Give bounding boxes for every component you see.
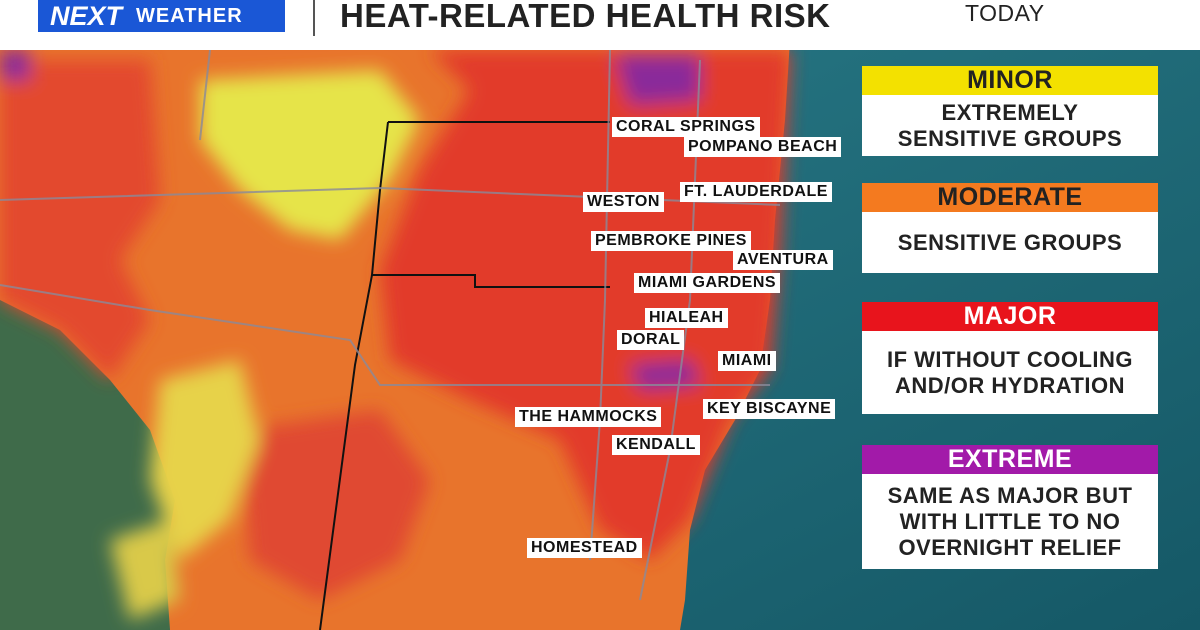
city-label: THE HAMMOCKS [515, 407, 662, 427]
description-line: SENSITIVE GROUPS [897, 125, 1123, 151]
legend-item: MINOR EXTREMELY SENSITIVE GROUPS [862, 66, 1158, 156]
description-line: EXTREMELY [941, 99, 1079, 125]
legend-description: EXTREMELY SENSITIVE GROUPS [862, 95, 1158, 156]
logo-text: NEXT [50, 0, 123, 31]
city-label: MIAMI GARDENS [634, 273, 781, 293]
legend-description: IF WITHOUT COOLING AND/OR HYDRATION [862, 331, 1158, 414]
city-label: PEMBROKE PINES [591, 231, 751, 251]
legend-level: MAJOR [862, 302, 1158, 331]
legend-item: MODERATE SENSITIVE GROUPS [862, 183, 1158, 273]
legend-item: EXTREME SAME AS MAJOR BUT WITH LITTLE TO N… [862, 445, 1158, 569]
road [639, 59, 701, 601]
legend-item: MAJOR IF WITHOUT COOLING AND/OR HYDRATION [862, 302, 1158, 414]
extreme-zone [615, 55, 700, 105]
logo: NEXT WEATHER [38, 0, 285, 32]
legend-level: EXTREME [862, 445, 1158, 474]
extreme-zone [0, 50, 30, 80]
minor-zone [110, 520, 180, 620]
minor-zone [200, 70, 420, 240]
legend-description: SAME AS MAJOR BUT WITH LITTLE TO NO OVERNI… [862, 474, 1158, 569]
city-label: KENDALL [612, 435, 700, 455]
logo-text: WEATHER [136, 4, 243, 27]
header: NEXT WEATHER HEAT-RELATED HEALTH RISK TO… [0, 0, 1200, 50]
city-label: POMPANO BEACH [684, 137, 842, 157]
description-line: IF WITHOUT COOLING [886, 346, 1134, 372]
legend-level: MINOR [862, 66, 1158, 95]
road [199, 49, 211, 141]
description-line: OVERNIGHT RELIEF [898, 534, 1122, 560]
road [589, 49, 611, 561]
description-line: AND/OR HYDRATION [894, 372, 1126, 398]
city-label: FT. LAUDERDALE [680, 182, 832, 202]
city-label: WESTON [583, 192, 664, 212]
title: HEAT-RELATED HEALTH RISK [340, 0, 831, 34]
extreme-zone [630, 360, 700, 390]
legend-level: MODERATE [862, 183, 1158, 212]
major-zone [380, 50, 790, 560]
city-label: HIALEAH [645, 308, 728, 328]
description-line: WITH LITTLE TO NO [899, 508, 1121, 534]
county-line [370, 121, 610, 288]
city-label: MIAMI [718, 351, 776, 371]
county-line [319, 274, 373, 630]
minor-zone [150, 360, 260, 560]
major-zone [240, 410, 430, 600]
city-label: AVENTURA [733, 250, 833, 270]
city-label: KEY BISCAYNE [703, 399, 836, 419]
city-label: CORAL SPRINGS [612, 117, 760, 137]
major-zone [0, 60, 160, 380]
timeframe: TODAY [965, 0, 1045, 26]
heat-blobs [0, 50, 790, 620]
city-label: HOMESTEAD [527, 538, 642, 558]
description-line: SAME AS MAJOR BUT [887, 482, 1133, 508]
county-lines [319, 121, 610, 630]
description-line: SENSITIVE GROUPS [897, 229, 1123, 255]
legend-description: SENSITIVE GROUPS [862, 212, 1158, 273]
city-label: DORAL [617, 330, 685, 350]
divider [313, 0, 315, 36]
road [0, 284, 770, 386]
